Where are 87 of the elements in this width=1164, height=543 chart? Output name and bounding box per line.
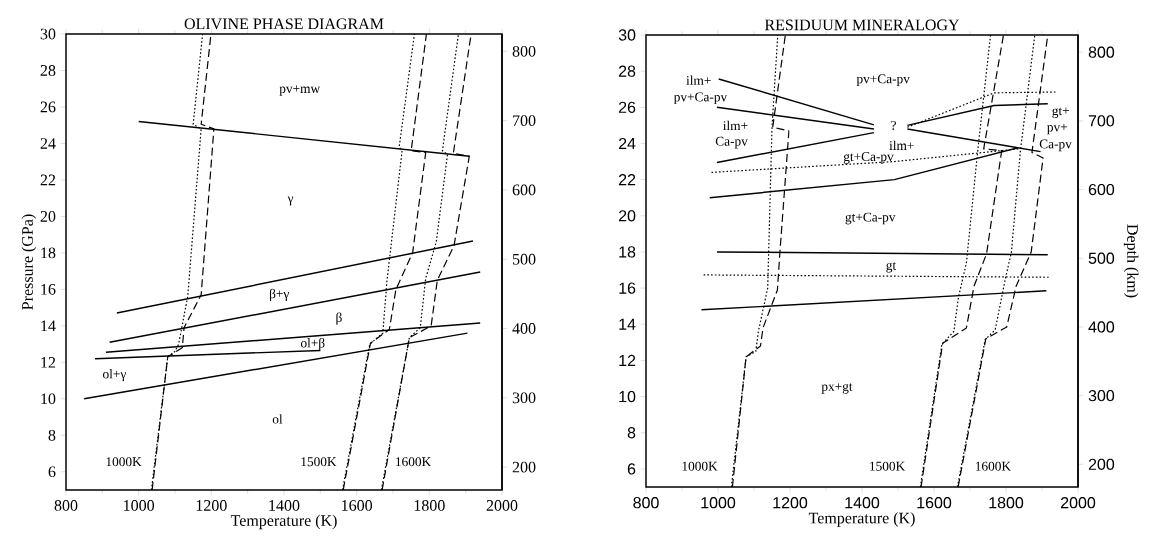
y-tick-label: 20: [618, 210, 636, 222]
y-tick-label: 12: [619, 354, 636, 367]
y-tick-label: 16: [619, 282, 636, 294]
x-tick-label: 1200: [196, 500, 227, 511]
annotation: 1600K: [396, 457, 432, 467]
y-tick-label: 22: [618, 174, 636, 186]
annotation: β: [336, 312, 342, 325]
x-tick-label: 1600: [917, 497, 952, 509]
annotation: gt+Ca-pv: [843, 152, 894, 164]
annotation: 1600K: [975, 461, 1011, 471]
annotation: ?: [891, 120, 896, 130]
annotation: gt+: [1052, 107, 1070, 118]
annotation: ol+β: [300, 337, 325, 351]
y-tick-label: 18: [619, 246, 636, 258]
y2-tick-label: 600: [1088, 183, 1115, 196]
annotation: 1500K: [301, 457, 337, 467]
y-tick-label: 12: [41, 357, 56, 368]
y2-tick-label: 300: [1088, 389, 1115, 402]
y-tick-label: 10: [619, 390, 636, 403]
x-tick-label: 1600: [342, 500, 373, 511]
annotation: γ: [287, 196, 294, 206]
chart-title: OLIVINE PHASE DIAGRAM: [184, 18, 384, 30]
annotation: pv+: [1047, 123, 1068, 135]
annotation: ilm+: [723, 120, 748, 131]
annotation: 1000K: [682, 461, 718, 471]
annotation: ol+γ: [103, 369, 126, 382]
y-tick-label: 14: [41, 320, 56, 332]
annotation: ilm+: [686, 75, 711, 85]
y-tick-label: 18: [41, 247, 56, 259]
annotation: ilm+: [889, 140, 914, 150]
y2-tick-label: 700: [1088, 115, 1115, 127]
annotation: 1500K: [870, 461, 906, 471]
y-tick-label: 8: [627, 427, 636, 439]
y-tick-label: 28: [40, 65, 56, 76]
x-tick-label: 1400: [845, 497, 880, 509]
x-tick-label: 800: [633, 497, 659, 509]
x-tick-label: 1000: [124, 500, 155, 511]
x-tick-label: 1800: [989, 497, 1024, 509]
y2-tick-label: 200: [1088, 458, 1115, 470]
x-tick-label: 1000: [701, 497, 736, 509]
y-tick-label: 14: [619, 318, 636, 330]
annotation: px+gt: [821, 383, 853, 394]
x-tick-label: 1400: [269, 500, 300, 511]
y-tick-label: 30: [618, 29, 636, 41]
y2-tick-label: 300: [512, 392, 536, 404]
annotation: 1000K: [106, 457, 142, 467]
y2-tick-label: 600: [512, 184, 536, 196]
y-tick-label: 26: [618, 101, 636, 113]
x-tick-label: 2000: [1061, 497, 1096, 509]
y-tick-label: 26: [40, 101, 56, 113]
y-tick-label: 16: [41, 283, 56, 295]
y-tick-label: 30: [40, 28, 56, 40]
x-tick-label: 2000: [486, 500, 518, 511]
annotation: pv+Ca-pv: [856, 74, 910, 87]
y2-axis-title: Depth (km): [1123, 224, 1139, 298]
y2-tick-label: 800: [512, 45, 536, 57]
annotation: pv+mw: [279, 85, 321, 96]
y-tick-label: 8: [48, 429, 56, 441]
x-tick-label: 1800: [414, 500, 445, 511]
y-tick-label: 20: [40, 211, 56, 222]
y-tick-label: 24: [40, 138, 56, 149]
annotation: gt: [886, 262, 897, 273]
annotation: Ca-pv: [1039, 139, 1072, 152]
y-tick-label: 6: [627, 463, 636, 475]
y2-tick-label: 200: [512, 461, 536, 473]
y2-tick-label: 500: [512, 253, 536, 265]
y2-tick-label: 500: [1088, 252, 1115, 264]
y2-tick-label: 700: [513, 115, 536, 127]
y-tick-label: 24: [618, 137, 636, 150]
x-axis-title: Temperature (K): [230, 514, 337, 530]
y-axis-title: Pressure (GPa): [21, 214, 37, 310]
annotation: Ca-pv: [715, 136, 748, 149]
y2-tick-label: 400: [512, 323, 536, 334]
x-axis-title: Temperature (K): [808, 512, 915, 527]
chart-title: RESIDUUM MINERALOGY: [764, 19, 960, 31]
annotation: β+γ: [269, 288, 289, 301]
y2-tick-label: 400: [1088, 321, 1115, 333]
y2-tick-label: 800: [1088, 46, 1115, 58]
x-tick-label: 800: [54, 500, 78, 511]
y-tick-label: 22: [40, 174, 56, 186]
annotation: pv+Ca-pv: [673, 92, 728, 105]
y-tick-label: 28: [618, 65, 636, 77]
annotation: ol: [272, 414, 283, 424]
annotation: gt+Ca-pv: [845, 212, 896, 225]
y-tick-label: 10: [41, 393, 56, 405]
y-tick-label: 6: [48, 466, 56, 478]
x-tick-label: 1200: [773, 497, 808, 509]
